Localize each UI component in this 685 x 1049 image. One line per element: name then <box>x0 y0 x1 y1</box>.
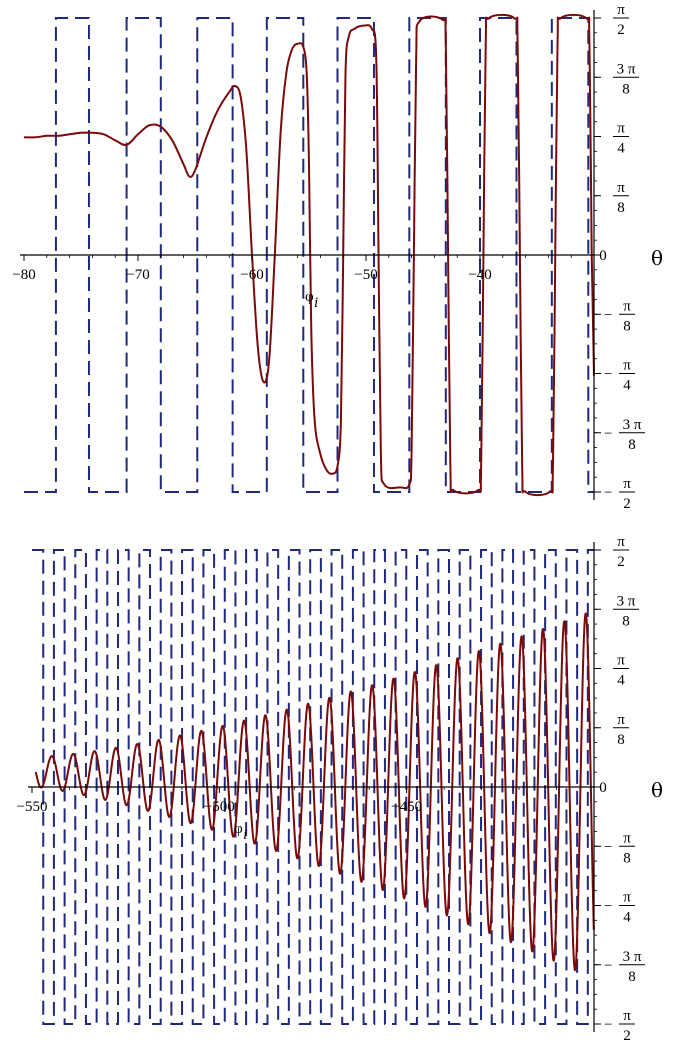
y-tick-numerator: π <box>623 830 631 846</box>
x-tick-label-zero: 0 <box>599 780 607 796</box>
y-tick-sign: − <box>604 1017 612 1033</box>
phi-annotation: φ <box>305 289 314 305</box>
y-tick-numerator: π <box>623 476 631 492</box>
y-tick-sign: − <box>604 367 612 383</box>
y-tick-denominator: 8 <box>617 732 625 748</box>
x-tick-label: −60 <box>240 267 263 283</box>
y-tick-numerator: 3 π <box>617 593 636 609</box>
y-tick-denominator: 2 <box>617 554 625 570</box>
y-tick-denominator: 4 <box>617 141 625 157</box>
y-tick-denominator: 8 <box>622 81 630 97</box>
y-tick-denominator: 8 <box>617 200 625 216</box>
y-tick-denominator: 4 <box>623 910 631 926</box>
y-tick-numerator: π <box>623 358 631 374</box>
x-tick-label: −40 <box>468 267 491 283</box>
x-tick-label: −450 <box>391 799 422 815</box>
x-tick-label: −550 <box>17 799 48 815</box>
y-tick-denominator: 4 <box>617 673 625 689</box>
y-tick-denominator: 8 <box>623 850 631 866</box>
y-tick-numerator: 3 π <box>617 61 636 77</box>
y-tick-numerator: π <box>623 890 631 906</box>
y-tick-numerator: 3 π <box>623 417 642 433</box>
x-tick-label-zero: 0 <box>599 248 607 264</box>
y-tick-numerator: π <box>623 298 631 314</box>
x-axis-label: θ <box>651 778 663 802</box>
y-tick-numerator: π <box>617 712 625 728</box>
phi-annotation-subscript: i <box>314 295 318 311</box>
phi-annotation: φ <box>234 821 243 837</box>
y-tick-denominator: 4 <box>623 378 631 394</box>
x-tick-label: −50 <box>354 267 377 283</box>
y-tick-sign: − <box>604 485 612 501</box>
y-tick-denominator: 8 <box>628 437 636 453</box>
y-tick-numerator: 3 π <box>623 949 642 965</box>
y-tick-sign: − <box>604 899 612 915</box>
y-tick-sign: − <box>604 307 612 323</box>
y-tick-denominator: 2 <box>623 496 631 512</box>
y-tick-numerator: π <box>617 534 625 550</box>
y-tick-numerator: π <box>617 653 625 669</box>
y-tick-numerator: π <box>617 180 625 196</box>
y-tick-denominator: 2 <box>623 1028 631 1044</box>
x-tick-label: −80 <box>12 267 35 283</box>
y-tick-denominator: 2 <box>617 22 625 38</box>
y-tick-numerator: π <box>617 2 625 18</box>
y-tick-numerator: π <box>617 121 625 137</box>
y-tick-denominator: 8 <box>623 318 631 334</box>
phi-annotation-subscript: i <box>243 827 247 843</box>
x-tick-label: −500 <box>204 799 235 815</box>
y-tick-denominator: 8 <box>622 613 630 629</box>
y-tick-sign: − <box>604 958 612 974</box>
y-tick-numerator: π <box>623 1008 631 1024</box>
x-tick-label: −70 <box>126 267 149 283</box>
x-axis-label: θ <box>651 246 663 270</box>
y-tick-denominator: 8 <box>628 969 636 985</box>
phi-curve-series <box>34 612 595 972</box>
y-tick-sign: − <box>604 839 612 855</box>
phi-curve-series <box>23 13 595 497</box>
y-tick-sign: − <box>604 426 612 442</box>
